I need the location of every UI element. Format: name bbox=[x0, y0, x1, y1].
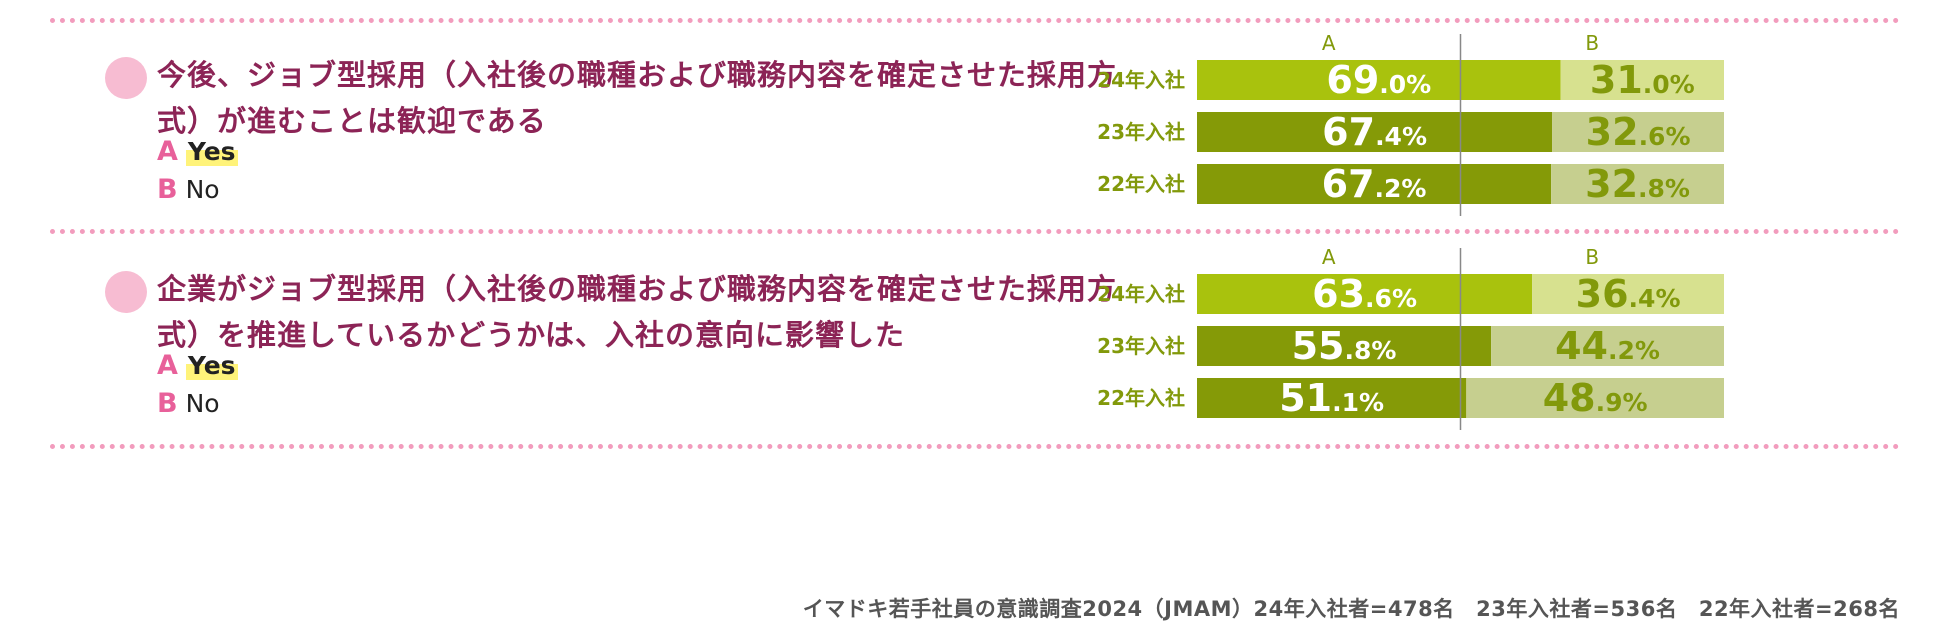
option-letter: A bbox=[157, 136, 178, 167]
series-b-header: B bbox=[1585, 31, 1599, 55]
bar-a bbox=[1197, 164, 1552, 204]
bar-b bbox=[1551, 164, 1724, 204]
row-label: 22年入社 bbox=[1097, 172, 1185, 196]
value-label-a: 63.6% bbox=[1312, 272, 1417, 316]
value-label-a: 67.4% bbox=[1322, 110, 1427, 154]
question-1-text: 今後、ジョブ型採用（入社後の職種および職務内容を確定させた採用方式）が進むことは… bbox=[157, 58, 1118, 138]
option-letter: B bbox=[157, 174, 178, 205]
question-bullet bbox=[105, 271, 147, 313]
source-footnote: イマドキ若手社員の意識調査2024（JMAM）24年入社者=478名 23年入社… bbox=[802, 597, 1900, 621]
value-label-a: 67.2% bbox=[1322, 162, 1427, 206]
row-label: 24年入社 bbox=[1097, 282, 1185, 306]
bar-b bbox=[1532, 274, 1724, 314]
value-label-a: 55.8% bbox=[1292, 324, 1397, 368]
option-letter: B bbox=[157, 388, 178, 419]
chart-1-svg: A B 24年入社 69.0% 31.0% 23年入社 67.4% 32.6% 22年入社 67.… bbox=[1097, 31, 1724, 216]
option-a: A Yes bbox=[157, 136, 238, 167]
question-2-text: 企業がジョブ型採用（入社後の職種および職務内容を確定させた採用方式）を推進してい… bbox=[157, 272, 1118, 352]
value-label-b: 48.9% bbox=[1543, 376, 1648, 420]
bar-b bbox=[1552, 112, 1724, 152]
divider-middle bbox=[50, 229, 1900, 234]
series-a-header: A bbox=[1322, 31, 1336, 55]
chart-2-svg: A B 24年入社 63.6% 36.4% 23年入社 55.8% 44.2% 22年入社 51.… bbox=[1097, 245, 1724, 430]
value-label-a: 69.0% bbox=[1326, 58, 1431, 102]
divider-bottom bbox=[50, 444, 1900, 449]
bar-a bbox=[1197, 60, 1561, 100]
series-a-header: A bbox=[1322, 245, 1336, 269]
bar-b bbox=[1560, 60, 1724, 100]
bar-a bbox=[1197, 378, 1467, 418]
value-label-b: 44.2% bbox=[1555, 324, 1660, 368]
chart-2: A B 24年入社 63.6% 36.4% 23年入社 55.8% 44.2% 22年入社 51.… bbox=[1060, 244, 1860, 434]
option-b: B No bbox=[157, 388, 220, 419]
bar-b bbox=[1491, 326, 1724, 366]
bar-b bbox=[1466, 378, 1724, 418]
value-label-b: 32.8% bbox=[1585, 162, 1690, 206]
chart-1: A B 24年入社 69.0% 31.0% 23年入社 67.4% 32.6% 22年入社 67.… bbox=[1060, 30, 1860, 220]
row-label: 22年入社 bbox=[1097, 386, 1185, 410]
value-label-a: 51.1% bbox=[1279, 376, 1384, 420]
row-label: 23年入社 bbox=[1097, 334, 1185, 358]
option-label: Yes bbox=[185, 137, 238, 166]
option-letter: A bbox=[157, 350, 178, 381]
value-label-b: 32.6% bbox=[1586, 110, 1691, 154]
option-label: No bbox=[185, 175, 220, 204]
divider-top bbox=[50, 18, 1900, 23]
option-label: No bbox=[185, 389, 220, 418]
series-b-header: B bbox=[1585, 245, 1599, 269]
row-label: 23年入社 bbox=[1097, 120, 1185, 144]
row-label: 24年入社 bbox=[1097, 68, 1185, 92]
bar-a bbox=[1197, 112, 1553, 152]
option-label: Yes bbox=[185, 351, 238, 380]
bar-a bbox=[1197, 326, 1492, 366]
option-a: A Yes bbox=[157, 350, 238, 381]
value-label-b: 36.4% bbox=[1576, 272, 1681, 316]
option-b: B No bbox=[157, 174, 220, 205]
value-label-b: 31.0% bbox=[1590, 58, 1695, 102]
bar-a bbox=[1197, 274, 1533, 314]
question-bullet bbox=[105, 57, 147, 99]
